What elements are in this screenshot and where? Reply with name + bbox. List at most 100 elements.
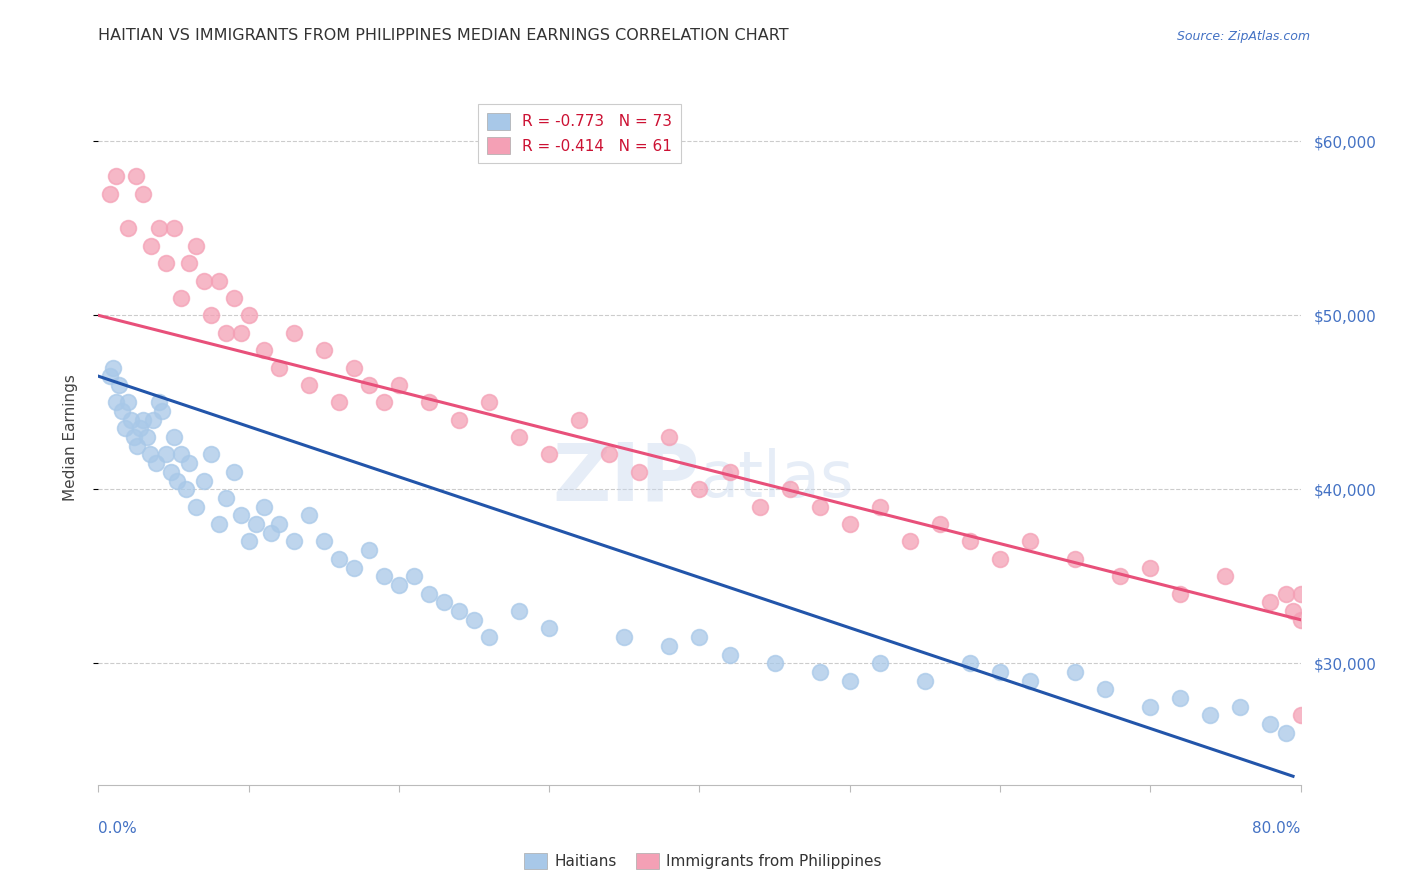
Point <box>298 508 321 523</box>
Point <box>718 465 741 479</box>
Point <box>447 412 470 427</box>
Point <box>357 543 380 558</box>
Point <box>159 465 181 479</box>
Legend: R = -0.773   N = 73, R = -0.414   N = 61: R = -0.773 N = 73, R = -0.414 N = 61 <box>478 103 681 163</box>
Point <box>763 657 786 671</box>
Point <box>231 508 253 523</box>
Point <box>689 630 711 644</box>
Point <box>100 186 122 201</box>
Point <box>215 326 238 340</box>
Point <box>200 448 222 462</box>
Point <box>100 369 122 384</box>
Point <box>538 448 561 462</box>
Point <box>1229 699 1251 714</box>
Point <box>162 430 184 444</box>
Point <box>869 657 891 671</box>
Point <box>373 569 395 583</box>
Point <box>628 465 651 479</box>
Point <box>433 595 456 609</box>
Point <box>141 412 163 427</box>
Point <box>1019 673 1042 688</box>
Point <box>1289 708 1312 723</box>
Point <box>1289 613 1312 627</box>
Point <box>253 343 276 358</box>
Point <box>260 525 283 540</box>
Point <box>105 169 128 184</box>
Point <box>108 378 131 392</box>
Point <box>478 395 501 409</box>
Point <box>538 622 561 636</box>
Point <box>184 500 207 514</box>
Point <box>357 378 380 392</box>
Point <box>598 448 620 462</box>
Point <box>267 360 290 375</box>
Point <box>418 587 440 601</box>
Point <box>1139 699 1161 714</box>
Point <box>208 517 231 532</box>
Point <box>1139 560 1161 574</box>
Point <box>170 448 193 462</box>
Point <box>328 395 350 409</box>
Y-axis label: Median Earnings: Median Earnings <box>63 374 77 500</box>
Point <box>988 665 1011 679</box>
Point <box>166 474 188 488</box>
Point <box>1289 587 1312 601</box>
Point <box>1199 708 1222 723</box>
Point <box>125 169 148 184</box>
Point <box>1064 551 1087 566</box>
Point <box>124 430 146 444</box>
Point <box>238 309 260 323</box>
Point <box>808 665 831 679</box>
Point <box>145 456 167 470</box>
Point <box>1064 665 1087 679</box>
Point <box>103 360 125 375</box>
Legend: Haitians, Immigrants from Philippines: Haitians, Immigrants from Philippines <box>519 847 887 875</box>
Point <box>658 430 681 444</box>
Point <box>312 534 335 549</box>
Point <box>132 412 155 427</box>
Point <box>689 483 711 497</box>
Point <box>1260 595 1282 609</box>
Point <box>215 491 238 505</box>
Point <box>478 630 501 644</box>
Point <box>208 273 231 287</box>
Point <box>869 500 891 514</box>
Point <box>343 560 366 574</box>
Point <box>1094 682 1116 697</box>
Point <box>447 604 470 618</box>
Point <box>838 673 860 688</box>
Point <box>283 326 305 340</box>
Point <box>1274 726 1296 740</box>
Point <box>1282 604 1305 618</box>
Point <box>267 517 290 532</box>
Point <box>808 500 831 514</box>
Point <box>253 500 276 514</box>
Point <box>838 517 860 532</box>
Point <box>568 412 591 427</box>
Point <box>312 343 335 358</box>
Point <box>231 326 253 340</box>
Point <box>748 500 770 514</box>
Point <box>105 395 128 409</box>
Point <box>463 613 485 627</box>
Point <box>1109 569 1132 583</box>
Point <box>245 517 267 532</box>
Point <box>418 395 440 409</box>
Point <box>508 430 530 444</box>
Point <box>174 483 197 497</box>
Point <box>162 221 184 235</box>
Text: 0.0%: 0.0% <box>98 822 138 836</box>
Text: HAITIAN VS IMMIGRANTS FROM PHILIPPINES MEDIAN EARNINGS CORRELATION CHART: HAITIAN VS IMMIGRANTS FROM PHILIPPINES M… <box>98 29 789 43</box>
Point <box>373 395 395 409</box>
Point <box>148 395 170 409</box>
Text: Source: ZipAtlas.com: Source: ZipAtlas.com <box>1177 30 1310 43</box>
Point <box>177 456 200 470</box>
Point <box>200 309 222 323</box>
Point <box>343 360 366 375</box>
Point <box>914 673 936 688</box>
Point <box>238 534 260 549</box>
Point <box>718 648 741 662</box>
Point <box>127 439 149 453</box>
Point <box>177 256 200 270</box>
Point <box>193 273 215 287</box>
